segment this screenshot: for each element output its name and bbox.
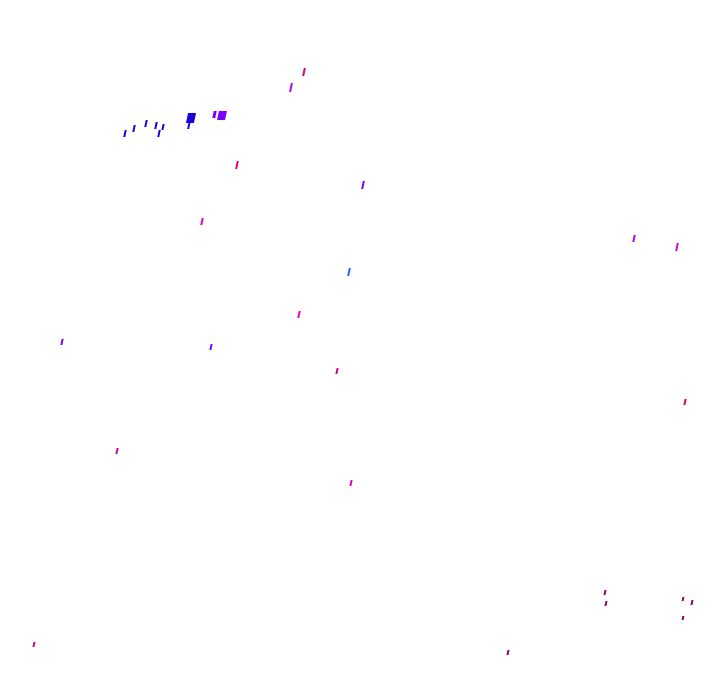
speck-mark (187, 121, 191, 129)
speck-mark (212, 111, 217, 118)
speck-mark (185, 113, 197, 123)
speck-mark (157, 130, 161, 137)
speck-mark (297, 311, 301, 318)
speck-mark (349, 480, 353, 486)
speck-mark (32, 642, 36, 647)
speck-mark (60, 339, 64, 345)
speck-mark (200, 218, 204, 225)
speck-mark (604, 601, 608, 606)
speck-mark (690, 600, 694, 605)
speck-mark (683, 399, 687, 405)
speck-mark (681, 616, 685, 620)
speck-mark (506, 650, 510, 655)
speck-mark (289, 83, 293, 92)
speck-mark (675, 243, 679, 251)
speck-mark (302, 68, 306, 76)
speck-mark (681, 597, 685, 601)
speck-mark (361, 181, 365, 189)
speck-mark (123, 130, 127, 137)
speck-mark (161, 124, 165, 130)
speck-mark (632, 235, 636, 242)
speck-mark (154, 122, 158, 129)
speck-mark (217, 111, 227, 120)
speck-mark (335, 368, 339, 374)
speck-mark (115, 448, 119, 454)
speck-mark (209, 344, 213, 350)
speck-mark (347, 268, 351, 276)
speck-mark (144, 120, 148, 127)
speck-mark (235, 161, 239, 169)
speck-mark (132, 125, 136, 132)
speck-mark (603, 590, 607, 595)
